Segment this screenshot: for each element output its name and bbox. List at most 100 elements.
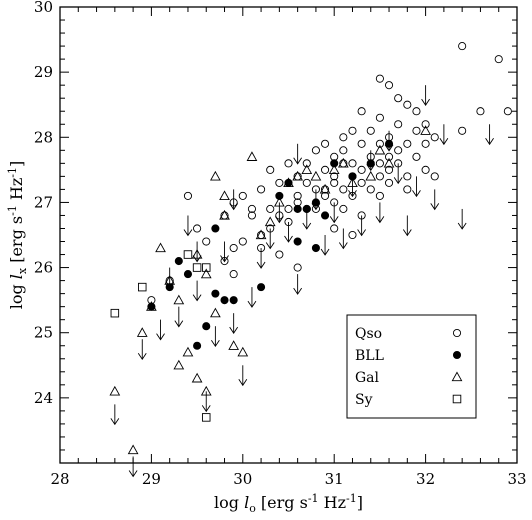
- arrow-head: [457, 222, 467, 230]
- gal-point: [182, 346, 194, 357]
- qso-point: [330, 198, 339, 207]
- gal-point: [219, 209, 230, 220]
- upper-limit-arrow: [293, 274, 303, 295]
- qso-point: [321, 191, 330, 200]
- gal-point: [292, 170, 304, 181]
- gal-point: [109, 385, 121, 396]
- gal-point: [173, 294, 185, 305]
- bll-point: [220, 296, 229, 305]
- qso-point: [275, 250, 284, 259]
- bll-point: [193, 341, 202, 350]
- qso-point: [247, 211, 256, 220]
- gal-point: [374, 144, 386, 155]
- gal-point: [255, 229, 267, 240]
- gal-point: [136, 327, 148, 337]
- upper-limit-arrow: [201, 391, 211, 413]
- gal-point: [127, 444, 139, 455]
- x-tick-label: 32: [416, 470, 435, 488]
- arrow-head: [183, 229, 193, 237]
- gal-point: [155, 242, 166, 253]
- qso-point: [220, 257, 229, 266]
- qso-point: [430, 172, 439, 181]
- qso-point: [357, 211, 366, 220]
- qso-point: [403, 185, 412, 194]
- qso-point: [348, 191, 357, 200]
- sy-point: [201, 413, 211, 422]
- legend-label-sy: Sy: [355, 392, 373, 408]
- gal-point: [146, 301, 157, 311]
- plot-frame: [59, 6, 518, 464]
- upper-limit-arrow: [192, 280, 202, 302]
- arrow-head: [284, 235, 293, 243]
- arrow-head: [348, 190, 357, 198]
- x-axis-label: log lo [erg s-1 Hz-1]: [214, 492, 363, 515]
- bll-point: [275, 191, 284, 200]
- upper-limit-arrow: [485, 124, 494, 146]
- qso-point: [494, 55, 503, 64]
- gal-point: [328, 164, 340, 174]
- y-tick-label: 25: [34, 324, 53, 342]
- qso-point: [357, 165, 366, 174]
- legend-marker-qso: [452, 328, 462, 338]
- upper-limit-arrow: [329, 202, 339, 224]
- bll-point: [202, 322, 211, 331]
- upper-limit-arrow: [183, 215, 193, 237]
- sy-point: [183, 250, 193, 259]
- qso-point: [311, 185, 320, 194]
- qso-point: [394, 146, 403, 155]
- qso-point: [321, 165, 330, 174]
- gal-point: [246, 151, 258, 161]
- qso-point: [193, 224, 202, 233]
- legend: Qso BLL Gal Sy: [346, 314, 477, 419]
- qso-point: [403, 139, 412, 148]
- qso-point: [229, 198, 238, 207]
- gal-point: [219, 190, 230, 201]
- upper-limit-arrow: [256, 248, 266, 269]
- qso-point: [375, 159, 384, 168]
- y-tick-label: 30: [34, 0, 53, 16]
- qso-point: [403, 172, 412, 181]
- gal-point: [200, 268, 212, 279]
- x-tick-label: 31: [325, 470, 344, 488]
- qso-point: [412, 126, 421, 135]
- qso-point: [330, 178, 339, 187]
- arrow-head: [293, 157, 303, 165]
- upper-limit-arrow: [357, 215, 366, 237]
- arrow-head: [439, 138, 449, 146]
- upper-limit-arrow: [430, 189, 440, 211]
- gal-point: [164, 275, 176, 285]
- qso-point: [202, 237, 211, 246]
- gal-point: [210, 307, 221, 318]
- bll-point: [211, 224, 220, 233]
- bll-point: [311, 198, 320, 207]
- qso-point: [458, 42, 467, 51]
- gal-point: [319, 183, 331, 194]
- arrow-head: [229, 326, 239, 334]
- arrow-head: [192, 255, 202, 263]
- qso-point: [348, 159, 357, 168]
- plot-border: [59, 6, 518, 464]
- series-sy: [110, 250, 211, 422]
- qso-point: [366, 185, 375, 194]
- y-tick-label: 27: [34, 193, 53, 211]
- qso-point: [339, 185, 348, 194]
- arrow-head: [402, 229, 412, 237]
- arrow-head: [211, 339, 220, 348]
- bll-point: [257, 283, 266, 292]
- qso-point: [357, 139, 366, 148]
- gal-point: [283, 177, 294, 188]
- arrow-head: [201, 405, 211, 413]
- qso-point: [412, 107, 421, 116]
- qso-point: [321, 139, 330, 148]
- arrow-head: [338, 242, 348, 250]
- gal-point: [365, 170, 377, 181]
- qso-point: [348, 230, 357, 240]
- arrow-head: [156, 333, 165, 341]
- bll-point: [366, 159, 375, 168]
- gal-point: [237, 346, 249, 357]
- arrow-head: [110, 418, 120, 426]
- qso-point: [357, 107, 366, 116]
- arrow-head: [137, 352, 147, 361]
- series-bll: [147, 139, 394, 350]
